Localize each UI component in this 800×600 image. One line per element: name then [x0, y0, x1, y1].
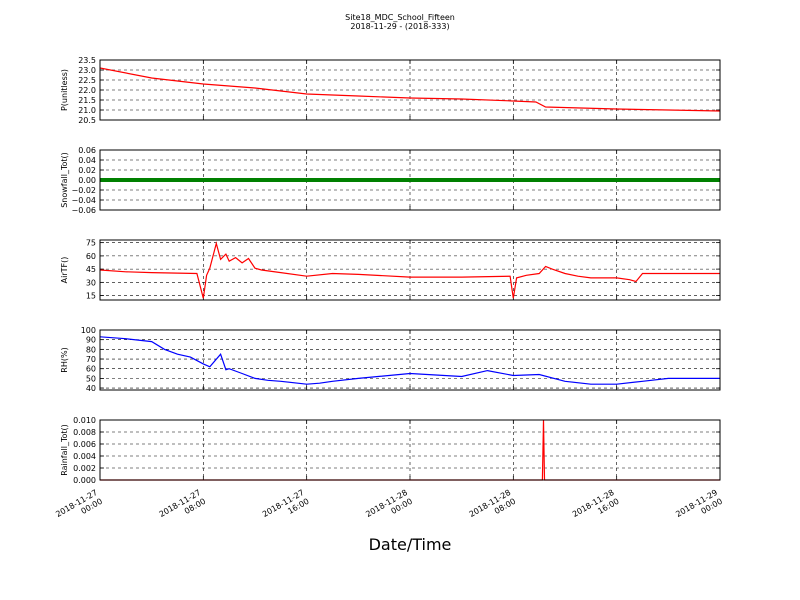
x-tick-label: 2018-11-2716:00 — [261, 488, 311, 528]
y-tick-label: 22.0 — [78, 86, 96, 95]
y-axis-label: Snowfall_Tot() — [60, 152, 69, 208]
x-tick-label: 2018-11-2708:00 — [158, 488, 208, 528]
x-tick-label: 2018-11-2808:00 — [468, 488, 518, 528]
chart-title: Site18_MDC_School_Fifteen — [345, 13, 455, 22]
y-tick-label: 40 — [86, 384, 96, 393]
y-tick-label: 0.00 — [78, 176, 96, 185]
y-tick-label: 0.06 — [78, 146, 96, 155]
y-tick-label: 70 — [86, 355, 96, 364]
y-axis-label: RH(%) — [60, 347, 69, 372]
y-tick-label: 60 — [86, 365, 96, 374]
x-tick-label: 2018-11-2900:00 — [674, 488, 724, 528]
plot-frame — [99, 149, 721, 211]
x-tick-labels: 2018-11-2700:00 2018-11-2708:00 2018-11-27… — [54, 488, 724, 528]
y-tick-label: 21.5 — [78, 96, 96, 105]
y-tick-label: 20.5 — [78, 116, 96, 125]
x-axis-label: Date/Time — [369, 535, 452, 554]
y-tick-label: 30 — [86, 278, 96, 287]
y-axis-label: P(unitless) — [60, 69, 69, 111]
plot-frame — [99, 329, 721, 391]
panel-2: 75 60 45 30 15 AirTF() — [60, 239, 721, 301]
plot-frame — [99, 239, 721, 301]
chart-subtitle: 2018-11-29 - (2018-333) — [350, 22, 449, 31]
y-tick-label: 0.006 — [73, 440, 96, 449]
plot-frame — [99, 419, 721, 481]
y-tick-label: 75 — [86, 239, 96, 248]
y-tick-label: 22.5 — [78, 76, 96, 85]
series-line — [100, 241, 720, 299]
y-tick-label: 23.5 — [78, 56, 96, 65]
y-tick-label: 0.004 — [73, 452, 96, 461]
y-tick-label: −0.06 — [71, 206, 96, 215]
y-tick-label: 0.008 — [73, 428, 96, 437]
y-tick-label: 0.000 — [73, 476, 96, 485]
y-tick-label: 80 — [86, 345, 96, 354]
plot-frame — [99, 59, 721, 121]
y-tick-label: 0.04 — [78, 156, 96, 165]
panel-4: 0.010 0.008 0.006 0.004 0.002 0.000 Rainfall_T… — [60, 416, 721, 485]
y-tick-label: 60 — [86, 252, 96, 261]
panel-1: 0.060.040.020.00−0.02−0.04−0.06Snowfall_… — [60, 146, 721, 215]
x-tick-label: 2018-11-2800:00 — [364, 488, 414, 528]
y-tick-label: 0.02 — [78, 166, 96, 175]
x-tick-label: 2018-11-2816:00 — [571, 488, 621, 528]
y-axis-label: Rainfall_Tot() — [60, 424, 69, 476]
series-line — [100, 67, 720, 112]
panel-0: 23.523.022.522.021.521.020.5 P(unitless) — [60, 56, 721, 125]
y-tick-label: 90 — [86, 336, 96, 345]
y-tick-label: 50 — [86, 374, 96, 383]
y-tick-label: 23.0 — [78, 66, 96, 75]
panels: 23.523.022.522.021.521.020.5 P(unitless) 0… — [60, 56, 721, 485]
y-tick-label: 0.010 — [73, 416, 96, 425]
y-axis-label: AirTF() — [60, 257, 69, 284]
y-tick-label: 0.002 — [73, 464, 96, 473]
y-tick-label: −0.04 — [71, 196, 96, 205]
y-tick-label: 15 — [86, 292, 96, 301]
y-tick-label: 21.0 — [78, 106, 96, 115]
series-line — [100, 336, 720, 385]
y-tick-label: 45 — [86, 265, 96, 274]
y-tick-label: −0.02 — [71, 186, 96, 195]
y-tick-label: 100 — [81, 326, 96, 335]
x-tick-label: 2018-11-2700:00 — [54, 488, 104, 528]
